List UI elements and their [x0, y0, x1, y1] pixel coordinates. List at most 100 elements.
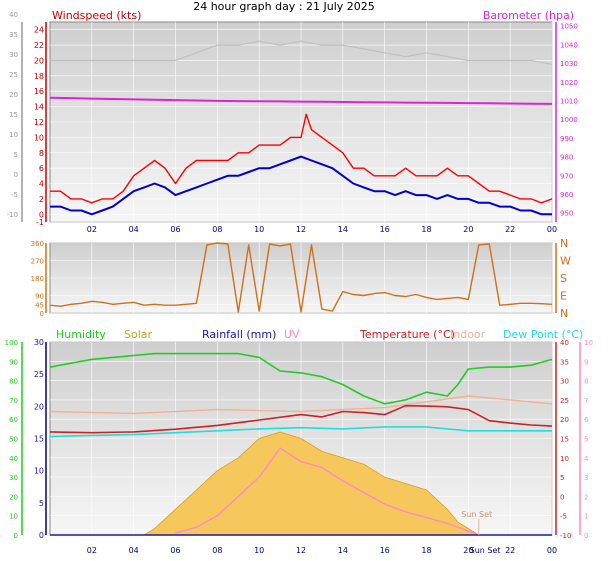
- dir-y-tick: 180: [31, 275, 44, 283]
- uv-y-tick: 5: [584, 436, 588, 444]
- legend-temperature: Temperature (°C): [359, 328, 455, 341]
- windspeed-label: Windspeed (kts): [52, 9, 141, 22]
- wind-y-tick: 14: [34, 103, 44, 112]
- wind-y-tick: 8: [39, 149, 44, 158]
- secondary-grey-line: [50, 40, 553, 65]
- wind-y-tick: 12: [34, 118, 44, 127]
- uv-y-tick: 0: [584, 532, 588, 540]
- outer-y-tick: -10: [7, 211, 18, 219]
- outer-y-tick: 5: [14, 151, 18, 159]
- humidity-y-tick: 100: [5, 339, 18, 347]
- wind-y-tick: 20: [34, 56, 44, 65]
- humidity-y-tick: 60: [9, 416, 18, 424]
- dir-y-tick: 360: [31, 240, 44, 248]
- climate-x-tick: 20: [463, 546, 473, 555]
- baro-y-tick: 1010: [560, 98, 578, 106]
- uv-y-tick: 1: [584, 513, 588, 521]
- legend-humidity: Humidity: [56, 328, 106, 341]
- baro-y-tick: 1030: [560, 60, 578, 68]
- temp-y-tick: 30: [560, 378, 569, 386]
- legend-uv: UV: [284, 328, 300, 341]
- compass-label: S: [560, 272, 567, 285]
- wind-x-tick: 16: [380, 225, 390, 234]
- outer-y-tick: 35: [9, 31, 18, 39]
- outer-y-tick: 0: [14, 171, 18, 179]
- wind-x-tick: 20: [463, 225, 473, 234]
- wind-y-tick: 6: [39, 164, 44, 173]
- wind-y-tick: 2: [39, 195, 44, 204]
- outer-y-tick: 40: [9, 11, 18, 19]
- wind-x-tick: 14: [338, 225, 348, 234]
- sun-set-axis-label: Sun Set: [470, 546, 501, 555]
- temp-y-tick: 35: [560, 358, 569, 366]
- uv-y-tick: 3: [584, 474, 588, 482]
- baro-y-tick: 1000: [560, 116, 578, 124]
- climate-legend: Humidity Solar Rainfall (mm) UV Temperat…: [56, 328, 583, 341]
- temp-y-tick: 40: [560, 339, 569, 347]
- humidity-y-tick: 90: [9, 358, 18, 366]
- baro-y-tick: 960: [560, 191, 573, 199]
- grid-lines: [50, 22, 553, 536]
- uv-y-tick: 9: [584, 358, 588, 366]
- wind-y-tick: 18: [34, 72, 44, 81]
- solar-area: [142, 431, 481, 536]
- uv-y-tick: 10: [584, 339, 593, 347]
- wind-y-tick: -1: [36, 218, 44, 227]
- climate-x-tick: 12: [296, 546, 306, 555]
- rain-y-tick: 30: [34, 338, 44, 347]
- temp-y-tick: 20: [560, 416, 569, 424]
- temp-y-tick: 10: [560, 455, 569, 463]
- climate-x-tick: 10: [254, 546, 264, 555]
- compass-label: E: [560, 290, 567, 303]
- baro-y-tick: 970: [560, 172, 573, 180]
- tick-labels: -1024681012141618202224-10-5051015202530…: [5, 11, 593, 555]
- average-wind-line: [50, 155, 552, 216]
- humidity-y-tick: 50: [9, 436, 18, 444]
- temp-y-tick: -5: [560, 513, 567, 521]
- dewpoint-line: [49, 426, 552, 438]
- humidity-y-tick: 10: [9, 513, 18, 521]
- wind-x-tick: 04: [129, 225, 139, 234]
- climate-x-tick: 06: [170, 546, 180, 555]
- humidity-y-tick: 40: [9, 455, 18, 463]
- legend-rainfall: Rainfall (mm): [202, 328, 276, 341]
- compass-label: W: [560, 255, 571, 268]
- temp-y-tick: 5: [560, 474, 564, 482]
- temp-y-tick: -10: [560, 532, 571, 540]
- humidity-line: [49, 352, 553, 405]
- wind-x-tick: 18: [421, 225, 431, 234]
- temp-y-tick: 15: [560, 436, 569, 444]
- temperature-line: [49, 404, 553, 434]
- compass-label: N: [560, 237, 568, 250]
- dir-y-tick: 90: [35, 293, 44, 301]
- outer-y-tick: 20: [9, 91, 18, 99]
- dir-y-tick: 0: [40, 310, 44, 318]
- uv-y-tick: 7: [584, 397, 588, 405]
- wind-x-tick: 02: [87, 225, 97, 234]
- wind-x-tick: 06: [170, 225, 180, 234]
- rain-y-tick: 0: [39, 531, 44, 540]
- indoor-line: [49, 395, 553, 415]
- wind-x-tick: 00: [547, 225, 557, 234]
- wind-y-tick: 10: [34, 133, 44, 142]
- uv-line: [175, 447, 480, 536]
- outer-y-tick: 10: [9, 131, 18, 139]
- legend-dewpoint: Dew Point (°C): [503, 328, 583, 341]
- climate-x-tick: 04: [129, 546, 139, 555]
- baro-y-tick: 980: [560, 154, 573, 162]
- wind-y-tick: 16: [34, 87, 44, 96]
- chart-marks: [49, 40, 553, 536]
- wind-x-tick: 22: [505, 225, 515, 234]
- dir-y-tick: 270: [31, 258, 44, 266]
- baro-y-tick: 1050: [560, 23, 578, 31]
- wind-y-tick: 24: [34, 26, 44, 35]
- wind-x-tick: 12: [296, 225, 306, 234]
- humidity-y-tick: 0: [14, 532, 18, 540]
- legend-indoor: Indoor: [450, 328, 486, 341]
- baro-y-tick: 990: [560, 135, 573, 143]
- climate-x-tick: 08: [212, 546, 222, 555]
- wind-y-tick: 22: [34, 41, 44, 50]
- wind-y-tick: 4: [39, 180, 44, 189]
- wind-direction-line: [49, 242, 553, 313]
- wind-y-tick: 0: [39, 210, 44, 219]
